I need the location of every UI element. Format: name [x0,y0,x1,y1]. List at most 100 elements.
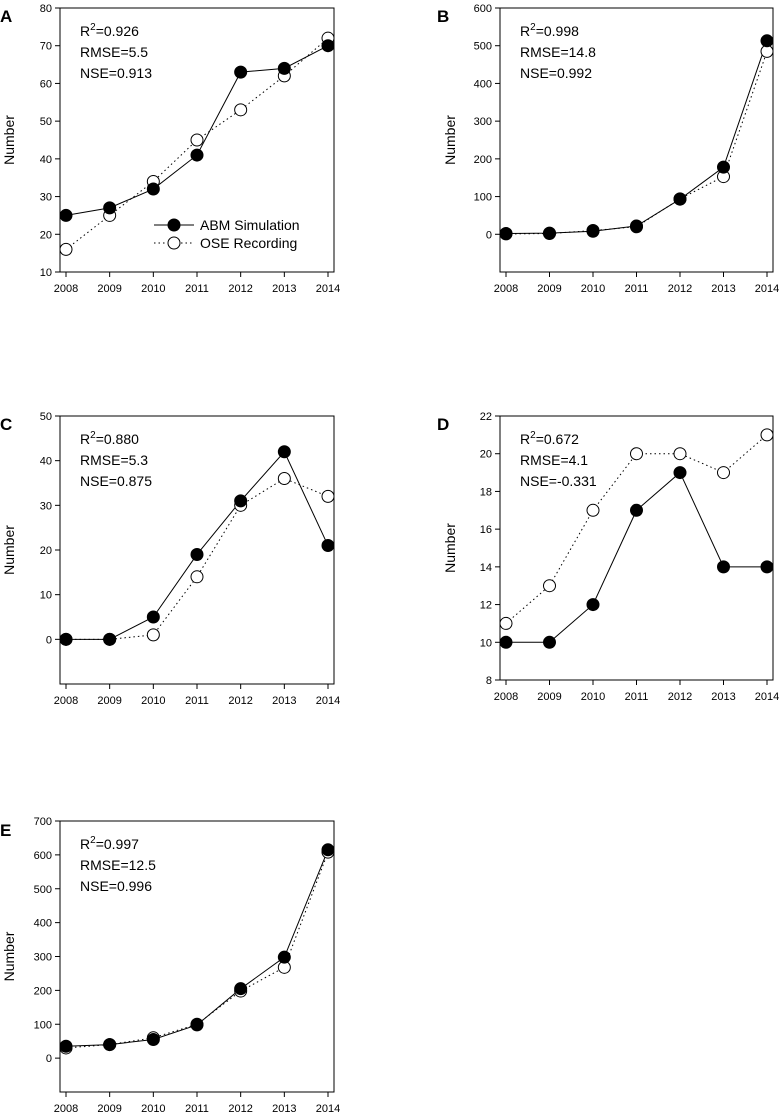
ose-point [673,447,687,461]
ose-point [146,628,160,642]
abm-point [277,61,291,75]
y-tick-label: 18 [480,486,492,498]
x-tick-label: 2011 [185,1103,209,1113]
x-tick-label: 2008 [494,283,518,295]
x-tick-label: 2009 [97,695,121,707]
nse-stat: NSE=0.992 [520,65,592,81]
y-axis-title: Number [1,115,17,165]
ose-point [543,579,556,593]
y-tick-label: 50 [40,411,52,423]
y-tick-label: 80 [40,3,52,15]
abm-point [277,445,291,459]
abm-series-line [506,471,767,643]
ose-point [499,616,513,630]
y-tick-label: 100 [474,192,492,204]
y-tick-label: 300 [474,116,492,128]
abm-point [673,192,687,206]
abm-point [103,201,117,215]
y-tick-label: 100 [34,1019,52,1031]
x-tick-label: 2013 [711,283,735,295]
x-tick-label: 2009 [537,691,561,703]
y-tick-label: 20 [40,229,52,241]
ose-point [234,103,248,117]
ose-point [190,133,204,147]
x-tick-label: 2008 [54,283,78,295]
abm-point [146,182,160,196]
y-tick-label: 8 [486,675,492,687]
x-tick-label: 2009 [97,283,121,295]
x-tick-label: 2011 [185,283,209,295]
r-squared-stat: R2=0.998 [520,22,579,39]
abm-point [190,547,204,561]
x-tick-label: 2013 [272,1103,296,1113]
ose-point [586,503,600,517]
legend-ose-marker [167,236,181,250]
y-tick-label: 10 [40,590,52,602]
x-tick-label: 2013 [711,691,735,703]
ose-point [59,242,73,256]
x-tick-label: 2008 [54,695,78,707]
y-tick-label: 30 [40,500,52,512]
y-tick-label: 12 [480,600,492,612]
y-tick-label: 16 [480,524,492,536]
ose-point [321,489,335,503]
nse-stat: NSE=0.913 [80,65,152,81]
y-tick-label: 700 [34,816,52,828]
y-axis-title: Number [442,115,458,165]
y-tick-label: 70 [40,41,52,53]
rmse-stat: RMSE=5.3 [80,452,148,468]
abm-point [321,843,335,857]
abm-point [760,560,774,574]
x-tick-label: 2010 [581,691,605,703]
panel-e: E 0 100 200 300 400 500 600 700 2008 2009 2010 2011 2… [0,816,340,1115]
y-tick-label: 30 [40,192,52,204]
y-tick-label: 200 [474,154,492,166]
y-tick-label: 14 [480,562,492,574]
abm-point [321,39,335,53]
y-tick-label: 600 [474,3,492,15]
x-tick-label: 2013 [272,695,296,707]
abm-point [277,950,291,964]
panel-letter: B [437,7,449,26]
abm-point [234,982,248,996]
abm-point [146,610,160,624]
abm-point [543,226,556,240]
abm-point [586,224,600,238]
x-tick-label: 2014 [755,691,779,703]
ose-point [760,428,774,442]
x-tick-label: 2010 [581,283,605,295]
x-tick-label: 2011 [185,695,209,707]
abm-point [717,160,730,174]
panel-b: B 0 100 200 300 400 500 600 2008 2009 2010 2011 2012… [437,3,779,295]
legend: ABM Simulation OSE Recording [154,217,300,251]
y-tick-label: 600 [34,850,52,862]
panel-letter: E [0,821,11,840]
panel-letter: C [0,415,12,434]
ose-point [190,570,204,584]
x-tick-label: 2012 [228,695,252,707]
panel-letter: D [437,415,449,434]
r-squared-stat: R2=0.926 [80,22,139,39]
x-tick-label: 2014 [755,283,779,295]
y-tick-label: 300 [34,952,52,964]
r-squared-stat: R2=0.997 [80,835,139,852]
legend-abm-marker [167,218,181,232]
y-tick-label: 0 [46,1053,52,1065]
abm-point [234,494,248,508]
abm-point [586,598,600,612]
abm-point [190,148,204,162]
y-tick-label: 500 [34,884,52,896]
x-tick-label: 2012 [668,691,692,703]
ose-point [277,472,291,486]
ose-point [630,447,643,461]
x-tick-label: 2012 [668,283,692,295]
x-tick-label: 2014 [316,283,340,295]
abm-point [59,1039,73,1053]
abm-point [499,227,513,241]
rmse-stat: RMSE=4.1 [520,452,588,468]
x-tick-label: 2010 [141,283,165,295]
x-tick-label: 2011 [625,691,649,703]
abm-point [103,1038,117,1052]
panel-a: A 10 20 30 40 50 60 70 80 2008 2009 2010 2011 2012 201… [0,3,340,295]
